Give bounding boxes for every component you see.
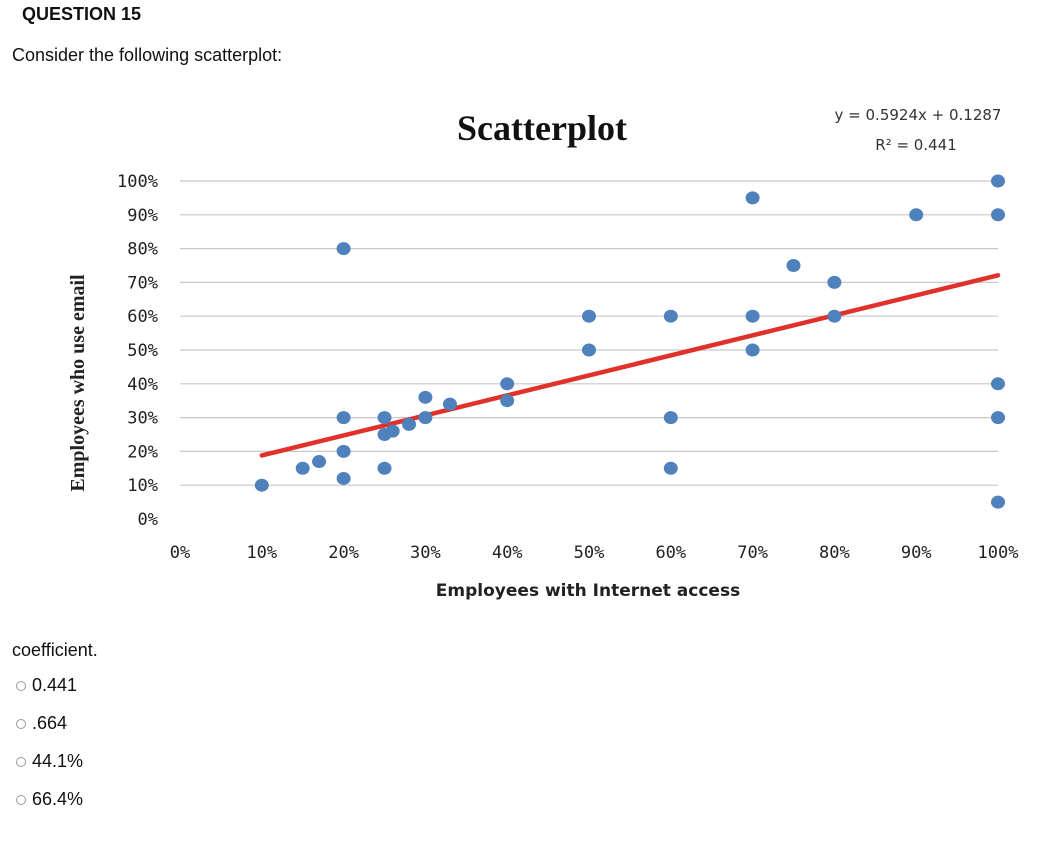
y-tick-label: 70% [127, 273, 158, 293]
y-tick-label: 40% [127, 375, 158, 395]
y-tick-label: 20% [127, 442, 158, 462]
y-tick-label: 10% [127, 476, 158, 496]
data-point [991, 208, 1005, 222]
y-tick-label: 30% [127, 409, 158, 429]
question-fragment: coefficient. [12, 640, 98, 660]
data-point [991, 174, 1005, 188]
data-point [377, 411, 392, 425]
data-points [254, 174, 1005, 509]
data-point [377, 461, 392, 475]
x-tick-label: 80% [819, 543, 850, 563]
x-tick-label: 20% [328, 543, 359, 563]
data-point [663, 309, 678, 323]
option-664[interactable]: .664 [16, 713, 67, 734]
data-point [254, 478, 269, 492]
x-tick-label: 60% [655, 543, 686, 563]
data-point [991, 495, 1005, 509]
question-prompt: Consider the following scatterplot: [12, 45, 283, 65]
data-point [582, 309, 596, 323]
option-664-percent[interactable]: 66.4% [16, 789, 83, 810]
y-tick-label: 0% [138, 510, 158, 530]
option-label: 44.1% [32, 751, 84, 771]
option-label: 0.441 [32, 675, 78, 695]
option-0441[interactable]: 0.441 [16, 675, 77, 696]
data-point [786, 259, 801, 272]
question-title: QUESTION 15 [22, 4, 142, 24]
data-point [500, 394, 515, 408]
trendline-equation: y = 0.5924x + 0.1287 [835, 106, 1002, 124]
x-tick-labels: 0% 10% 20% 30% 40% 50% 60% 70% 80% 90% 100% [170, 543, 1019, 563]
chart-title: Scatterplot [457, 108, 627, 148]
x-tick-label: 0% [170, 543, 190, 563]
data-point [312, 455, 327, 469]
data-point [745, 191, 760, 205]
x-tick-label: 70% [737, 543, 768, 563]
x-tick-label: 30% [410, 543, 441, 563]
trendline-r-squared: R² = 0.441 [875, 136, 956, 154]
data-point [991, 411, 1005, 425]
x-tick-label: 40% [492, 543, 523, 563]
data-point [663, 411, 678, 425]
data-point [827, 309, 842, 323]
data-point [336, 444, 351, 458]
x-tick-label: 100% [978, 543, 1019, 563]
data-point [582, 343, 596, 357]
x-tick-label: 50% [574, 543, 605, 563]
trendline-group [259, 273, 1001, 458]
radio-button[interactable] [16, 680, 26, 691]
y-axis-label: Employees who use email [67, 274, 89, 492]
data-point [745, 309, 760, 323]
y-tick-label: 100% [117, 172, 158, 192]
option-441-percent[interactable]: 44.1% [16, 751, 83, 772]
data-point [991, 377, 1005, 391]
data-point [336, 242, 351, 256]
grid-lines [180, 180, 998, 486]
data-point [418, 411, 433, 425]
radio-button[interactable] [16, 718, 26, 729]
option-label: 66.4% [32, 789, 84, 809]
x-tick-label: 90% [901, 543, 932, 563]
radio-button[interactable] [16, 756, 26, 767]
chart-svg: Scatterplot y = 0.5924x + 0.1287 R² = 0.… [67, 106, 1019, 601]
option-label: .664 [32, 713, 68, 733]
x-tick-label: 10% [246, 543, 277, 563]
y-tick-label: 80% [127, 240, 158, 260]
data-point [745, 343, 760, 357]
data-point [500, 377, 515, 391]
data-point [402, 417, 417, 431]
data-point [385, 424, 400, 438]
trendline [259, 273, 1001, 458]
y-tick-label: 50% [127, 341, 158, 361]
y-tick-label: 60% [127, 307, 158, 327]
y-tick-label: 90% [127, 206, 158, 226]
data-point [295, 461, 310, 475]
data-point [909, 208, 924, 222]
data-point [827, 275, 842, 289]
data-point [336, 411, 351, 425]
scatterplot-chart: Scatterplot y = 0.5924x + 0.1287 R² = 0.… [40, 88, 1035, 613]
data-point [442, 397, 457, 411]
data-point [336, 471, 351, 485]
data-point [418, 390, 433, 404]
y-tick-labels: 0% 10% 20% 30% 40% 50% 60% 70% 80% 90% 100% [117, 172, 158, 530]
x-axis-label: Employees with Internet access [436, 581, 740, 601]
data-point [663, 461, 678, 475]
radio-button[interactable] [16, 794, 26, 805]
